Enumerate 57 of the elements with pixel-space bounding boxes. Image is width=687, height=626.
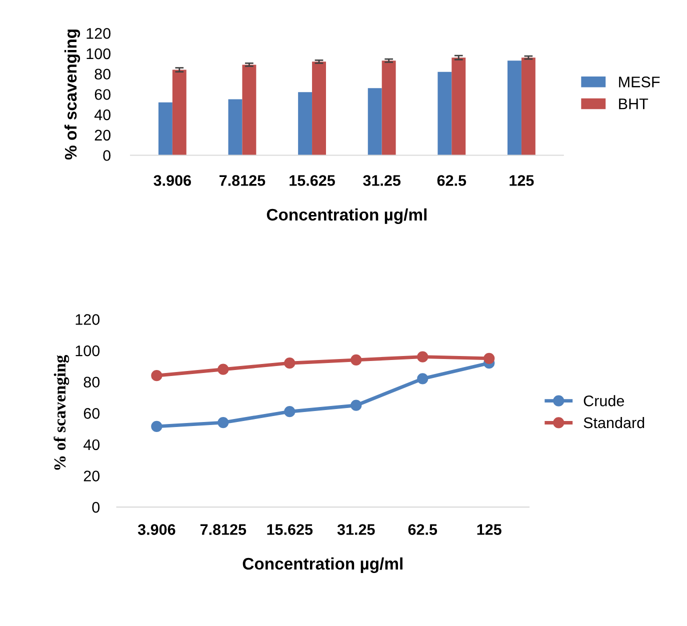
point	[417, 351, 428, 362]
bar	[507, 60, 522, 156]
y-tick-label: 120	[86, 28, 110, 39]
x-tick-label: 15.625	[267, 524, 313, 535]
bar	[298, 92, 312, 156]
y-tick-label: 20	[84, 470, 100, 482]
x-tick-label: 7.8125	[220, 175, 266, 186]
y-axis-title: % of scavenging	[54, 354, 70, 470]
bar	[172, 70, 186, 156]
point	[484, 352, 495, 364]
legend-label: Crude	[584, 395, 624, 406]
y-axis-title: % of scavenging	[64, 30, 80, 160]
point	[218, 416, 229, 428]
bar	[382, 60, 396, 156]
bar	[312, 62, 326, 156]
x-tick-label: 3.906	[154, 175, 191, 186]
x-tick-label: 62.5	[437, 175, 466, 186]
y-tick-label: 0	[103, 150, 110, 161]
y-tick-label: 60	[84, 408, 100, 419]
y-tick-label: 40	[94, 109, 110, 120]
y-tick-label: 40	[83, 439, 100, 450]
bar	[368, 88, 382, 156]
legend-label: MESF	[619, 76, 660, 88]
y-tick-label: 100	[86, 48, 110, 60]
y-tick-label: 20	[94, 130, 110, 141]
y-tick-label: 120	[76, 314, 100, 325]
point	[218, 364, 229, 375]
legend-label: BHT	[619, 98, 648, 110]
bar	[438, 72, 452, 156]
y-tick-label: 80	[94, 68, 110, 80]
point	[350, 400, 362, 411]
x-axis-title: Concentration µg/ml	[242, 557, 402, 574]
y-tick-label: 80	[84, 376, 100, 388]
bar	[452, 58, 466, 156]
x-tick-label: 7.8125	[200, 524, 246, 535]
point	[151, 420, 162, 432]
legend-label: Standard	[584, 416, 644, 428]
x-tick-label: 62.5	[408, 524, 438, 535]
y-tick-label: 60	[94, 89, 110, 100]
x-tick-label: 15.625	[290, 175, 335, 186]
bar	[521, 58, 536, 156]
x-tick-label: 125	[477, 524, 502, 535]
bar	[228, 99, 242, 156]
bar	[158, 102, 172, 156]
y-tick-label: 100	[76, 345, 100, 356]
x-tick-label: 31.25	[337, 524, 375, 535]
point	[284, 358, 296, 369]
x-tick-label: 31.25	[363, 175, 401, 186]
x-tick-label: 3.906	[138, 524, 176, 535]
y-tick-label: 0	[92, 502, 100, 513]
x-tick-label: 125	[510, 175, 534, 186]
point	[350, 354, 362, 366]
point	[284, 406, 296, 418]
point	[151, 370, 162, 382]
x-axis-title: Concentration µg/ml	[266, 208, 426, 224]
point	[417, 373, 428, 384]
bar	[242, 64, 256, 156]
